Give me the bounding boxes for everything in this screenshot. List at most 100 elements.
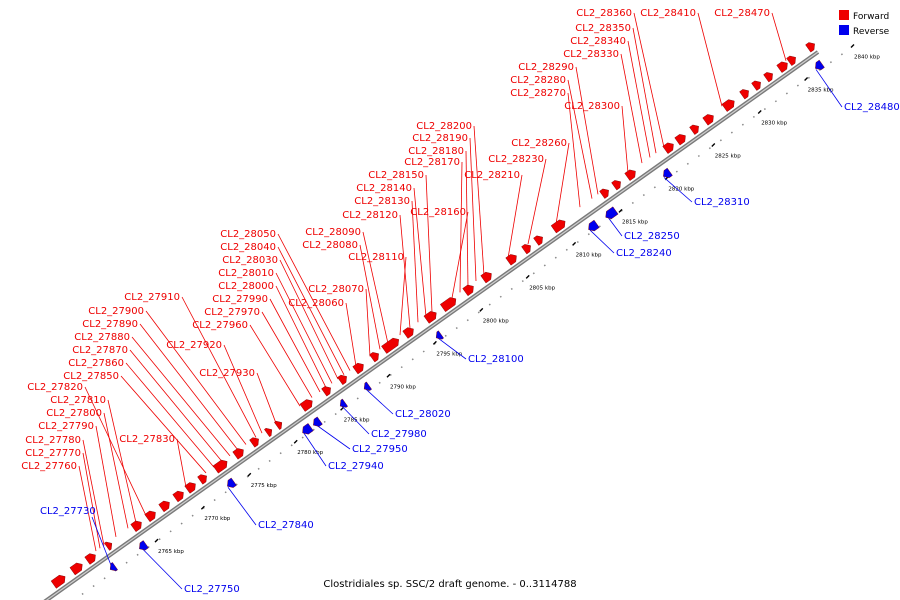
forward-gene-feature[interactable] <box>299 397 315 412</box>
forward-gene-label[interactable]: CL2_28330 <box>563 49 619 60</box>
forward-gene-feature[interactable] <box>274 419 284 430</box>
forward-gene-label[interactable]: CL2_28260 <box>511 138 567 149</box>
forward-gene-label[interactable]: CL2_27800 <box>46 408 102 419</box>
reverse-gene-label[interactable]: CL2_27980 <box>371 429 427 440</box>
forward-gene-label[interactable]: CL2_27870 <box>72 345 128 356</box>
reverse-gene-feature[interactable] <box>586 219 600 233</box>
forward-gene-label[interactable]: CL2_28290 <box>518 62 574 73</box>
forward-gene-feature[interactable] <box>776 60 790 73</box>
forward-gene-feature[interactable] <box>369 350 382 363</box>
forward-gene-feature[interactable] <box>624 168 638 181</box>
forward-gene-feature[interactable] <box>249 435 262 448</box>
forward-gene-feature[interactable] <box>751 79 764 91</box>
reverse-gene-feature[interactable] <box>225 477 237 490</box>
forward-gene-label[interactable]: CL2_28140 <box>356 183 412 194</box>
reverse-gene-feature[interactable] <box>661 167 673 180</box>
forward-gene-label[interactable]: CL2_28350 <box>575 23 631 34</box>
forward-gene-feature[interactable] <box>721 97 737 112</box>
forward-gene-feature[interactable] <box>172 489 186 503</box>
reverse-gene-label[interactable]: CL2_28310 <box>694 197 750 208</box>
forward-gene-label[interactable]: CL2_27890 <box>82 319 138 330</box>
forward-gene-label[interactable]: CL2_27780 <box>25 435 81 446</box>
forward-gene-label[interactable]: CL2_27850 <box>63 371 119 382</box>
forward-gene-feature[interactable] <box>130 519 144 533</box>
forward-gene-label[interactable]: CL2_28300 <box>564 101 620 112</box>
reverse-gene-label[interactable]: CL2_27840 <box>258 520 314 531</box>
forward-gene-feature[interactable] <box>84 551 98 565</box>
reverse-gene-feature[interactable] <box>311 416 323 429</box>
forward-gene-label[interactable]: CL2_28470 <box>714 8 770 19</box>
forward-gene-label[interactable]: CL2_28200 <box>416 121 472 132</box>
forward-gene-feature[interactable] <box>69 561 85 576</box>
reverse-gene-label[interactable]: CL2_27950 <box>352 444 408 455</box>
forward-gene-label[interactable]: CL2_28000 <box>218 281 274 292</box>
reverse-gene-feature[interactable] <box>362 381 372 393</box>
forward-gene-feature[interactable] <box>158 499 172 513</box>
forward-gene-label[interactable]: CL2_27970 <box>204 307 260 318</box>
forward-gene-label[interactable]: CL2_27770 <box>25 448 81 459</box>
reverse-gene-feature[interactable] <box>137 540 149 553</box>
forward-gene-label[interactable]: CL2_27880 <box>74 332 130 343</box>
forward-gene-label[interactable]: CL2_28110 <box>348 252 404 263</box>
forward-gene-feature[interactable] <box>402 325 416 339</box>
forward-gene-feature[interactable] <box>805 40 818 53</box>
forward-gene-label[interactable]: CL2_27830 <box>119 434 175 445</box>
forward-gene-label[interactable]: CL2_28360 <box>576 8 632 19</box>
forward-gene-label[interactable]: CL2_28010 <box>218 268 274 279</box>
forward-gene-label[interactable]: CL2_28070 <box>308 284 364 295</box>
forward-gene-label[interactable]: CL2_27960 <box>192 320 248 331</box>
forward-gene-feature[interactable] <box>352 361 366 375</box>
forward-gene-label[interactable]: CL2_28170 <box>404 157 460 168</box>
forward-gene-feature[interactable] <box>702 112 716 126</box>
forward-gene-label[interactable]: CL2_27910 <box>124 292 180 303</box>
forward-gene-label[interactable]: CL2_28190 <box>412 133 468 144</box>
reverse-gene-label[interactable]: CL2_28100 <box>468 354 524 365</box>
forward-gene-feature[interactable] <box>521 242 534 255</box>
reverse-gene-label[interactable]: CL2_28240 <box>616 248 672 259</box>
forward-gene-feature[interactable] <box>212 458 230 474</box>
forward-gene-feature[interactable] <box>599 187 612 199</box>
forward-gene-label[interactable]: CL2_27920 <box>166 340 222 351</box>
forward-gene-feature[interactable] <box>462 283 476 297</box>
forward-gene-label[interactable]: CL2_28160 <box>410 207 466 218</box>
forward-gene-label[interactable]: CL2_27860 <box>68 358 124 369</box>
forward-gene-label[interactable]: CL2_28120 <box>342 210 398 221</box>
forward-gene-label[interactable]: CL2_28130 <box>354 196 410 207</box>
forward-gene-label[interactable]: CL2_27760 <box>21 461 77 472</box>
forward-gene-feature[interactable] <box>505 252 519 266</box>
forward-gene-label[interactable]: CL2_28340 <box>570 36 626 47</box>
forward-gene-label[interactable]: CL2_28050 <box>220 229 276 240</box>
forward-gene-label[interactable]: CL2_27790 <box>38 421 94 432</box>
forward-gene-feature[interactable] <box>739 87 752 100</box>
forward-gene-feature[interactable] <box>689 123 702 135</box>
forward-gene-label[interactable]: CL2_28230 <box>488 154 544 165</box>
forward-gene-feature[interactable] <box>550 218 568 234</box>
forward-gene-feature[interactable] <box>144 509 158 523</box>
forward-gene-feature[interactable] <box>321 384 334 397</box>
forward-gene-label[interactable]: CL2_28410 <box>640 8 696 19</box>
forward-gene-feature[interactable] <box>480 270 494 284</box>
reverse-gene-feature[interactable] <box>108 562 118 573</box>
reverse-gene-feature[interactable] <box>300 423 314 436</box>
forward-gene-feature[interactable] <box>674 132 688 146</box>
forward-gene-label[interactable]: CL2_27900 <box>88 306 144 317</box>
reverse-gene-feature[interactable] <box>603 206 619 221</box>
forward-gene-label[interactable]: CL2_27810 <box>50 395 106 406</box>
forward-gene-feature[interactable] <box>264 426 274 438</box>
forward-gene-label[interactable]: CL2_28270 <box>510 88 566 99</box>
reverse-gene-label[interactable]: CL2_28020 <box>395 409 451 420</box>
reverse-gene-label[interactable]: CL2_27940 <box>328 461 384 472</box>
forward-gene-label[interactable]: CL2_27930 <box>199 368 255 379</box>
forward-gene-feature[interactable] <box>50 573 68 589</box>
forward-gene-feature[interactable] <box>763 70 776 83</box>
forward-gene-feature[interactable] <box>337 373 350 386</box>
reverse-gene-label[interactable]: CL2_28250 <box>624 231 680 242</box>
forward-gene-feature[interactable] <box>423 309 439 324</box>
forward-gene-label[interactable]: CL2_28280 <box>510 75 566 86</box>
reverse-gene-feature[interactable] <box>338 398 348 410</box>
reverse-gene-label[interactable]: CL2_28480 <box>844 102 900 113</box>
forward-gene-feature[interactable] <box>197 472 210 485</box>
forward-gene-feature[interactable] <box>533 233 546 246</box>
forward-gene-label[interactable]: CL2_27990 <box>212 294 268 305</box>
forward-gene-label[interactable]: CL2_28150 <box>368 170 424 181</box>
